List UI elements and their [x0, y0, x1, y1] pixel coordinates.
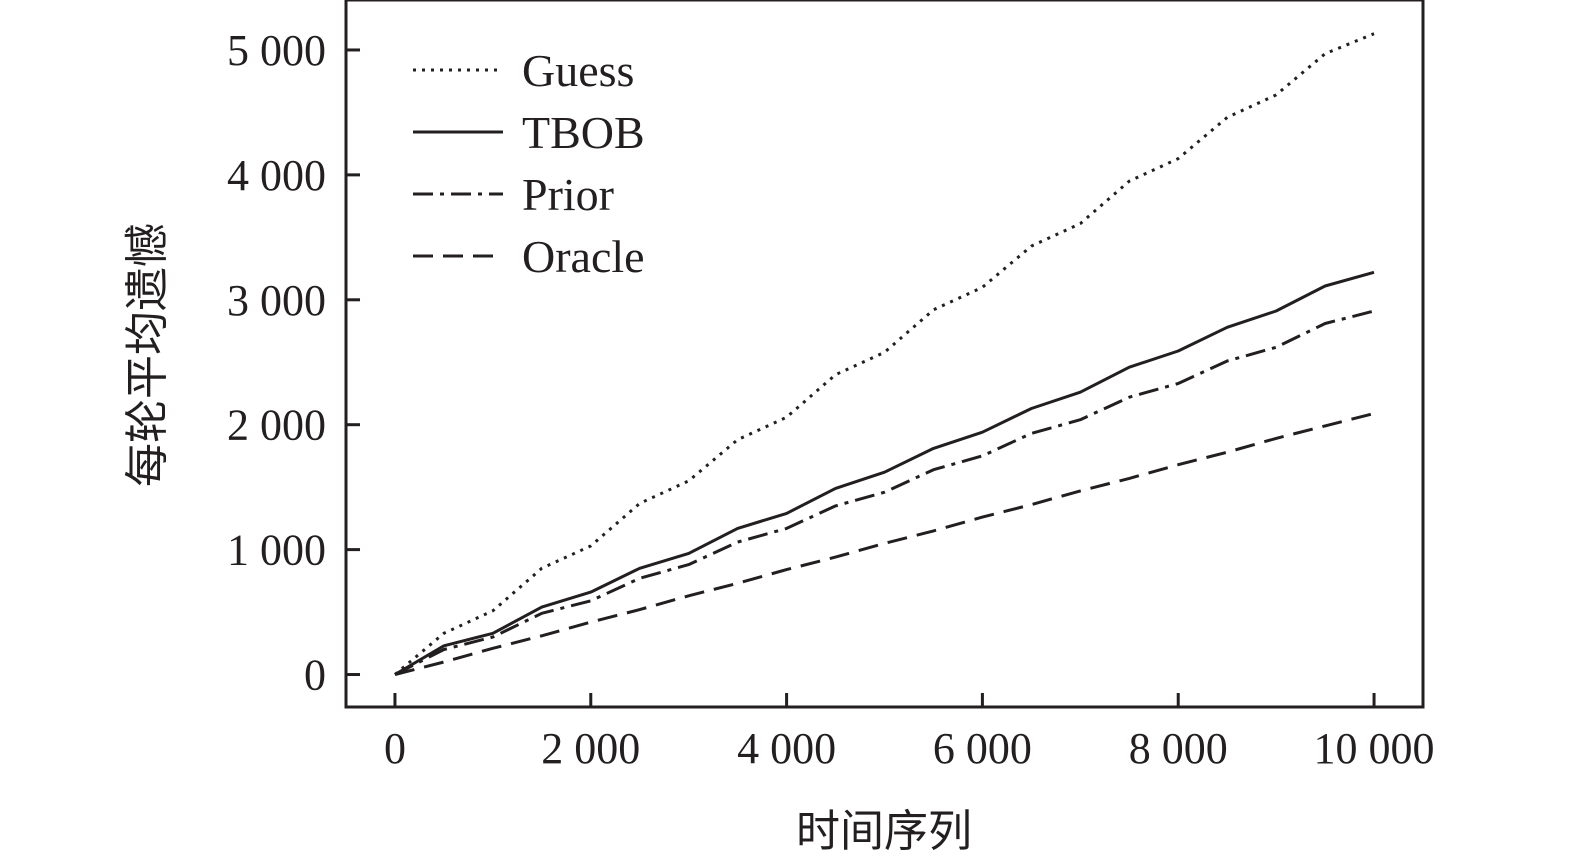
x-tick-label: 4 000 [737, 724, 836, 773]
y-tick-label: 1 000 [227, 526, 326, 575]
y-tick-label: 0 [304, 651, 326, 700]
legend: Guess TBOB Prior Oracle [413, 45, 645, 282]
x-axis-title: 时间序列 [796, 806, 972, 857]
y-tick-label: 2 000 [227, 401, 326, 450]
y-axis-ticks: 0 1 000 2 000 3 000 4 000 5 000 [227, 26, 360, 700]
series-line-tbob [394, 270, 1375, 676]
x-tick-label: 6 000 [933, 724, 1032, 773]
series-line-oracle [394, 412, 1375, 676]
y-tick-label: 5 000 [227, 26, 326, 75]
series-line-guess [394, 32, 1375, 676]
plot-frame [344, 0, 1425, 709]
legend-label-tbob: TBOB [522, 107, 645, 158]
legend-label-prior: Prior [522, 169, 614, 220]
legend-label-oracle: Oracle [522, 231, 645, 282]
x-axis-ticks: 0 2 000 4 000 6 000 8 000 10 000 [384, 693, 1435, 773]
x-tick-label: 8 000 [1129, 724, 1228, 773]
series-layer [394, 32, 1375, 676]
x-tick-label: 10 000 [1314, 724, 1435, 773]
legend-label-guess: Guess [522, 45, 634, 96]
x-tick-label: 2 000 [541, 724, 640, 773]
y-axis-title: 每轮平均遗憾 [122, 223, 173, 487]
y-tick-label: 3 000 [227, 276, 326, 325]
y-tick-label: 4 000 [227, 151, 326, 200]
x-tick-label: 0 [384, 724, 406, 773]
series-line-prior [394, 309, 1375, 676]
